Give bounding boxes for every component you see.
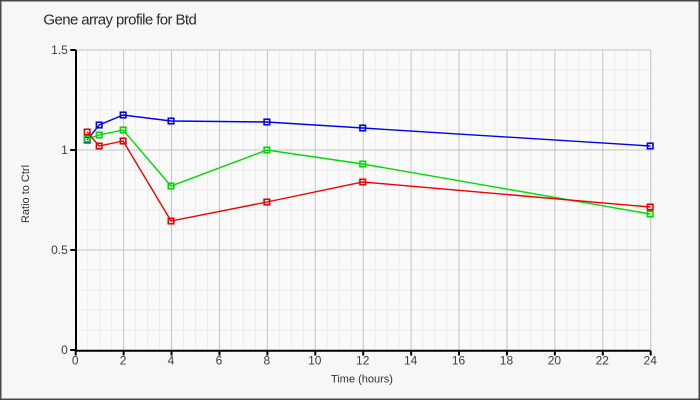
svg-text:2: 2 [120, 353, 127, 367]
svg-text:18: 18 [500, 353, 514, 367]
svg-text:8: 8 [264, 353, 271, 367]
svg-text:6: 6 [216, 353, 223, 367]
svg-text:Ratio to Ctrl: Ratio to Ctrl [20, 165, 32, 223]
svg-text:Time (hours): Time (hours) [331, 373, 393, 385]
svg-text:12: 12 [356, 353, 370, 367]
svg-text:4: 4 [168, 353, 175, 367]
svg-text:24: 24 [644, 353, 658, 367]
svg-text:10: 10 [308, 353, 322, 367]
svg-text:0: 0 [72, 353, 79, 367]
svg-text:0: 0 [61, 343, 68, 357]
svg-text:1: 1 [61, 143, 68, 157]
svg-text:16: 16 [452, 353, 466, 367]
svg-text:22: 22 [596, 353, 610, 367]
svg-text:0.5: 0.5 [51, 243, 68, 257]
svg-text:1.5: 1.5 [51, 43, 68, 57]
svg-text:14: 14 [404, 353, 418, 367]
svg-text:Gene array profile for Btd: Gene array profile for Btd [43, 12, 196, 29]
svg-text:20: 20 [548, 353, 562, 367]
